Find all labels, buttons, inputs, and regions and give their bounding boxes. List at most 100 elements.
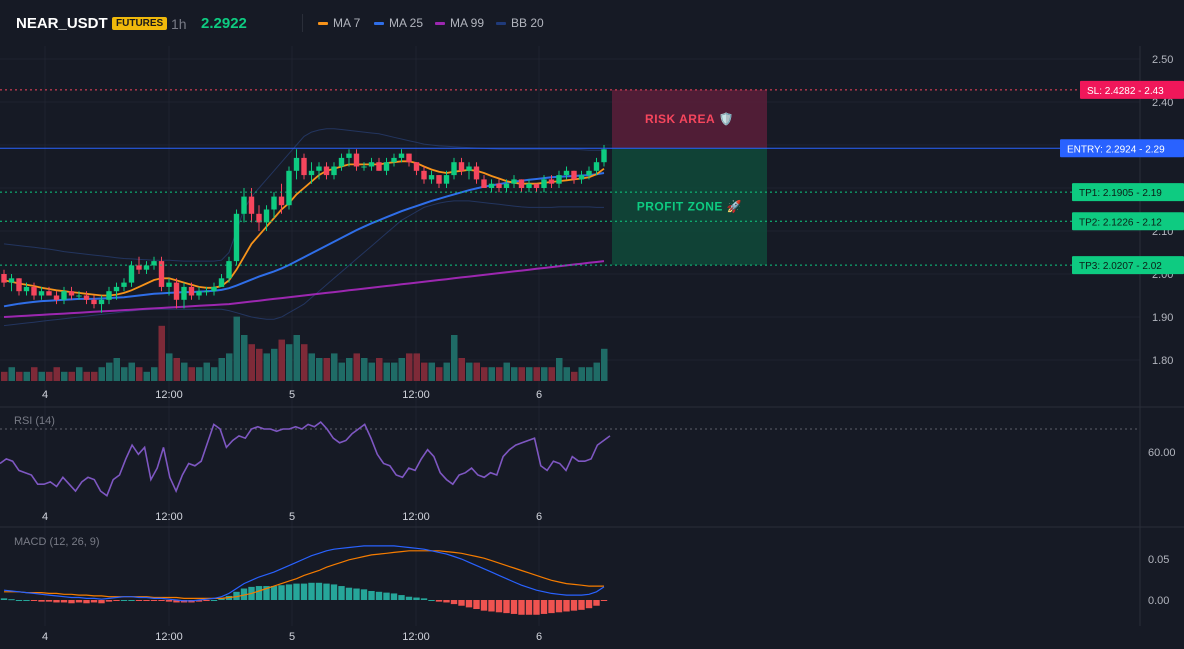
macd-histogram-bar — [585, 600, 593, 609]
volume-bar — [488, 367, 495, 381]
macd-histogram-bar — [375, 591, 383, 600]
tp1-tag-text: TP1: 2.1905 - 2.19 — [1079, 188, 1162, 199]
candlesticks[interactable] — [1, 145, 607, 313]
candle — [83, 291, 90, 305]
candle — [271, 192, 277, 219]
ma7-line — [3, 160, 605, 297]
volume-bar — [436, 367, 443, 381]
candle-body — [173, 282, 180, 300]
time-tick-label: 6 — [536, 389, 542, 401]
candle — [511, 175, 517, 188]
rsi-pane[interactable]: RSI (14) 60.00 — [0, 415, 1176, 497]
candle-body — [68, 291, 75, 296]
candle-body — [53, 295, 60, 300]
volume-bar — [248, 344, 255, 381]
volume-bar — [331, 353, 338, 381]
volume-bar — [278, 339, 285, 381]
macd-histogram-bar — [338, 586, 345, 600]
macd-histogram-bar — [345, 587, 353, 600]
macd-tick-label: 0.00 — [1148, 595, 1169, 607]
macd-histogram-bar — [593, 600, 600, 606]
volume-bar — [481, 367, 488, 381]
profit-zone-label: PROFIT ZONE 🚀 — [637, 200, 742, 214]
macd-histogram-bar — [465, 600, 473, 608]
candle — [301, 153, 307, 180]
candle — [436, 175, 442, 188]
candle — [308, 162, 315, 184]
candle-body — [271, 196, 277, 210]
moving-averages — [3, 160, 605, 318]
macd-histogram-bar — [473, 600, 480, 610]
volume-bar — [46, 371, 53, 381]
price-axes[interactable]: 1.801.902.002.102.202.302.402.50412:0051… — [42, 54, 1173, 643]
candle — [556, 170, 562, 188]
volume-bar — [398, 358, 405, 381]
entry-tag: ENTRY: 2.2924 - 2.29 — [1060, 139, 1184, 158]
macd-tick-label: 0.05 — [1148, 554, 1169, 566]
volume-bar — [301, 344, 308, 381]
volume-bar — [76, 367, 83, 381]
candle — [353, 149, 360, 171]
macd-histogram-bar — [525, 600, 533, 615]
price-tick-label: 1.90 — [1152, 312, 1173, 324]
candle — [181, 282, 187, 309]
volume-bar — [203, 362, 210, 381]
legend-ma99-label: MA 99 — [450, 16, 485, 30]
volume-bar — [323, 358, 330, 381]
header-divider — [302, 14, 303, 32]
macd-histogram-bar — [150, 600, 158, 601]
macd-histogram-bar — [323, 583, 330, 600]
candle-body — [143, 265, 150, 270]
candle-body — [278, 196, 285, 206]
candle-body — [241, 196, 247, 214]
macd-pane[interactable]: MACD (12, 26, 9) 0.05 0.00 — [0, 536, 1170, 615]
risk-area-label: RISK AREA 🛡️ — [645, 112, 734, 126]
macd-histogram-bar — [293, 583, 300, 600]
volume-bar — [466, 362, 473, 381]
candle-body — [106, 291, 112, 300]
macd-histogram-bar — [495, 600, 503, 613]
volume-bar — [353, 353, 360, 381]
macd-histogram-bar — [428, 600, 435, 601]
macd-histogram-bar — [578, 600, 585, 610]
candle-body — [61, 291, 67, 300]
volume-bar — [451, 335, 458, 381]
macd-histogram-bar — [353, 588, 360, 600]
macd-histogram-bar — [480, 600, 488, 611]
symbol-name[interactable]: NEAR_USDT — [16, 15, 108, 32]
legend-ma99[interactable]: MA 99 — [435, 16, 484, 30]
volume-bar — [421, 362, 428, 381]
legend-bb20[interactable]: BB 20 — [496, 16, 544, 30]
candle-body — [466, 166, 472, 171]
volume-bar — [256, 348, 263, 381]
macd-histogram-bar — [233, 591, 240, 600]
candle — [263, 205, 270, 231]
candle — [383, 157, 390, 176]
candle — [98, 295, 105, 313]
macd-histogram-bar — [255, 586, 263, 600]
time-tick-label: 5 — [289, 631, 295, 643]
legend-ma25[interactable]: MA 25 — [374, 16, 423, 30]
volume-bar — [241, 335, 248, 381]
volume-bar — [91, 371, 98, 381]
volume-bar — [143, 371, 150, 381]
candle — [316, 162, 322, 180]
timeframe-label[interactable]: 1h — [171, 16, 187, 32]
candle-body — [586, 170, 592, 176]
trade-zones: RISK AREA 🛡️ PROFIT ZONE 🚀 — [612, 89, 767, 266]
macd-histogram-bar — [450, 600, 458, 605]
volume-bar — [113, 358, 120, 381]
volume-bars — [1, 316, 608, 381]
volume-bar — [233, 316, 240, 381]
candle-body — [233, 213, 240, 262]
macd-histogram-bar — [360, 589, 368, 600]
candle — [466, 162, 472, 180]
candle — [211, 282, 217, 296]
candle — [233, 209, 240, 266]
candle-body — [203, 291, 210, 293]
candle — [398, 149, 405, 163]
candle-body — [196, 291, 202, 296]
legend-ma7[interactable]: MA 7 — [318, 16, 360, 30]
candle-body — [38, 291, 45, 296]
